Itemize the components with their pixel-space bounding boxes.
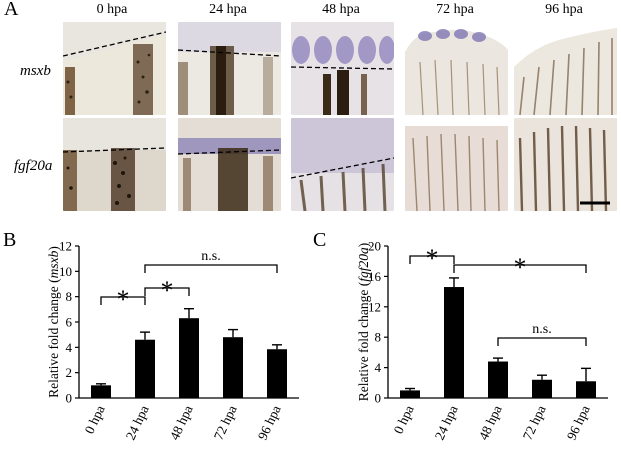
micrograph-msxb-96hpa xyxy=(514,22,617,115)
significance-star: * xyxy=(161,276,174,305)
x-tick-label: 72 hpa xyxy=(211,403,240,442)
significance-bracket xyxy=(453,264,587,273)
column-header: 72 hpa xyxy=(436,2,474,17)
micrograph-msxb-0hpa xyxy=(63,22,166,115)
micrograph-msxb-72hpa xyxy=(405,22,508,115)
column-header: 24 hpa xyxy=(209,2,247,17)
y-tick-label: 12 xyxy=(368,299,381,314)
x-tick-label: 0 hpa xyxy=(82,403,108,436)
bar xyxy=(91,385,111,398)
y-axis-label: Relative fold change (fgf20a) xyxy=(356,243,371,402)
y-tick-label: 4 xyxy=(66,340,73,355)
panel-letter-a: A xyxy=(4,0,19,20)
y-tick-label: 6 xyxy=(66,315,73,330)
significance-star: * xyxy=(117,285,130,314)
y-tick-label: 16 xyxy=(368,269,382,284)
micrograph-msxb-24hpa xyxy=(178,22,281,115)
row-label-msxb: msxb xyxy=(20,63,51,79)
x-tick-label: 0 hpa xyxy=(391,403,417,436)
column-header: 48 hpa xyxy=(322,2,360,17)
significance-ns-label: n.s. xyxy=(532,322,551,337)
panel-letter: C xyxy=(313,229,326,251)
panel-letter: B xyxy=(3,229,16,251)
column-header: 0 hpa xyxy=(96,2,128,17)
x-tick-label: 24 hpa xyxy=(123,403,152,442)
x-tick-label: 72 hpa xyxy=(520,403,549,442)
significance-star: * xyxy=(426,244,439,273)
y-tick-label: 20 xyxy=(368,239,381,254)
y-tick-label: 8 xyxy=(66,289,73,304)
bar xyxy=(267,349,287,398)
micrograph-fgf20a-72hpa xyxy=(405,118,508,211)
significance-star: * xyxy=(514,253,527,282)
y-tick-label: 0 xyxy=(375,391,382,406)
micrograph-fgf20a-48hpa xyxy=(291,118,394,211)
micrograph-fgf20a-0hpa xyxy=(63,118,166,211)
bar xyxy=(532,379,552,398)
micrograph-fgf20a-24hpa xyxy=(178,118,281,211)
y-tick-label: 8 xyxy=(375,330,382,345)
y-tick-label: 10 xyxy=(59,264,72,279)
significance-bracket xyxy=(100,296,146,305)
x-tick-label: 96 hpa xyxy=(564,403,593,442)
x-tick-label: 24 hpa xyxy=(432,403,461,442)
y-tick-label: 4 xyxy=(375,360,382,375)
x-tick-label: 48 hpa xyxy=(167,403,196,442)
bar xyxy=(576,381,596,398)
micrograph-msxb-48hpa xyxy=(291,22,394,115)
bar xyxy=(179,318,199,398)
bar xyxy=(444,287,464,398)
significance-bracket xyxy=(144,287,190,296)
bar xyxy=(400,390,420,398)
row-label-fgf20a: fgf20a xyxy=(14,158,53,174)
micrograph-fgf20a-96hpa xyxy=(514,118,617,211)
bar xyxy=(488,361,508,398)
bar xyxy=(135,339,155,398)
significance-bracket xyxy=(144,264,278,273)
bar xyxy=(223,337,243,398)
y-tick-label: 0 xyxy=(66,391,73,406)
y-axis-label: Relative fold change (msxb) xyxy=(46,246,61,398)
x-tick-label: 48 hpa xyxy=(476,403,505,442)
significance-bracket xyxy=(409,255,455,264)
significance-ns-label: n.s. xyxy=(201,249,220,264)
x-tick-label: 96 hpa xyxy=(255,403,284,442)
y-tick-label: 2 xyxy=(66,365,73,380)
y-tick-label: 12 xyxy=(59,239,72,254)
column-header: 96 hpa xyxy=(545,2,583,17)
significance-bracket xyxy=(497,337,587,346)
